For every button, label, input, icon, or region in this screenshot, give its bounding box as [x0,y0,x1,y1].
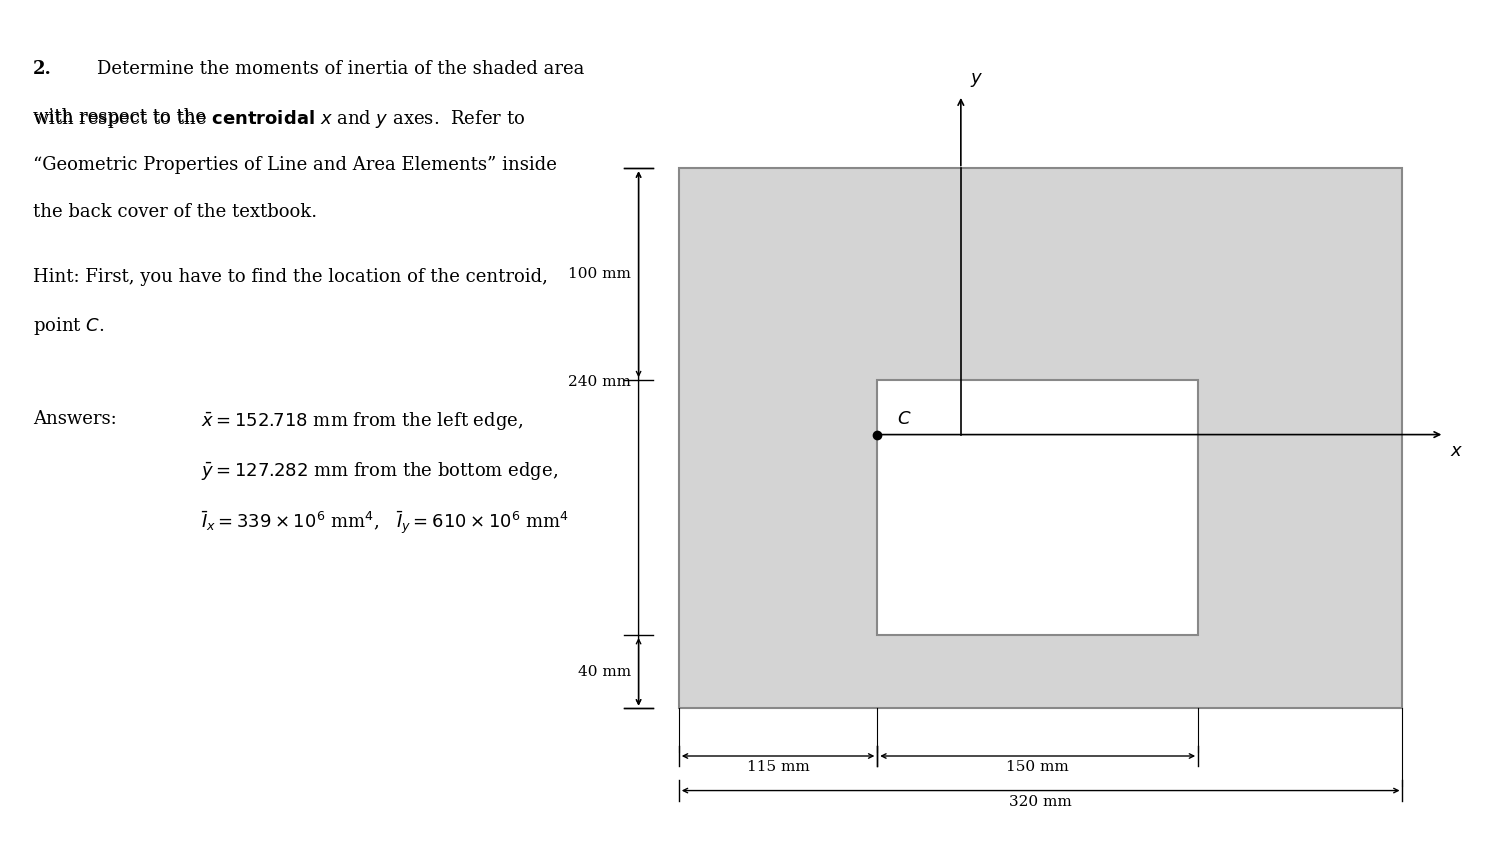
Text: 2.: 2. [33,60,52,79]
Text: $C$: $C$ [897,410,912,428]
Text: $\bar{I}_x = 339 \times 10^6$ mm$^4$,   $\bar{I}_y = 610 \times 10^6$ mm$^4$: $\bar{I}_x = 339 \times 10^6$ mm$^4$, $\… [201,509,570,536]
Text: 100 mm: 100 mm [568,267,631,282]
Text: 150 mm: 150 mm [1006,760,1070,774]
Text: 40 mm: 40 mm [577,664,631,679]
Text: $y$: $y$ [970,71,983,89]
Text: the back cover of the textbook.: the back cover of the textbook. [33,203,316,221]
Text: 240 mm: 240 mm [568,375,631,390]
Text: with respect to the: with respect to the [33,108,212,126]
Text: point $C$.: point $C$. [33,315,104,337]
Text: “Geometric Properties of Line and Area Elements” inside: “Geometric Properties of Line and Area E… [33,156,557,174]
Text: Determine the moments of inertia of the shaded area: Determine the moments of inertia of the … [97,60,585,79]
Text: Hint: First, you have to find the location of the centroid,: Hint: First, you have to find the locati… [33,268,548,286]
Text: $x$: $x$ [1450,442,1464,460]
Text: 320 mm: 320 mm [1009,795,1073,809]
Text: $\bar{x} = 152.718$ mm from the left edge,: $\bar{x} = 152.718$ mm from the left edg… [201,410,524,432]
Bar [877,380,1198,635]
Text: Answers:: Answers: [33,410,116,429]
Text: with respect to the $\mathbf{centroidal}$ $x$ and $y$ axes.  Refer to: with respect to the $\mathbf{centroidal}… [33,108,525,130]
Text: 115 mm: 115 mm [746,760,810,774]
Text: $\bar{y} = 127.282$ mm from the bottom edge,: $\bar{y} = 127.282$ mm from the bottom e… [201,460,558,481]
Bar [679,168,1402,708]
